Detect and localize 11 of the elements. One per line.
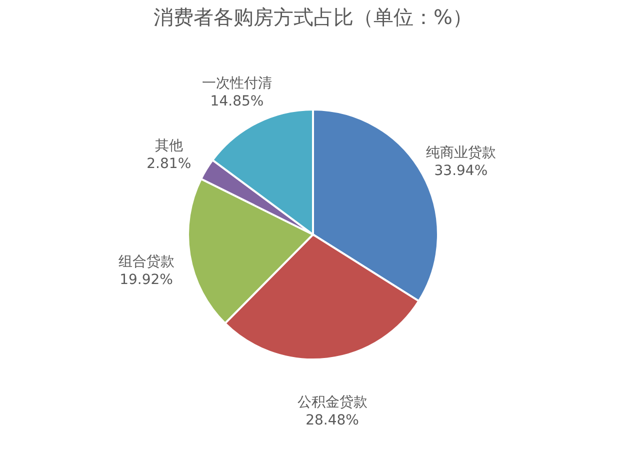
slice-label: 一次性付清 xyxy=(202,76,272,92)
slice-label: 组合贷款 xyxy=(118,254,174,270)
data-label: 2.81% xyxy=(146,156,192,172)
slice-label: 其他 xyxy=(154,138,183,154)
data-label: 28.48% xyxy=(306,412,359,428)
slice-label: 公积金贷款 xyxy=(297,394,368,410)
data-label: 14.85% xyxy=(210,94,264,110)
chart-title: 消费者各购房方式占比（单位：%） xyxy=(153,5,473,29)
slice-label: 纯商业贷款 xyxy=(426,144,496,161)
data-label: 33.94% xyxy=(434,162,488,179)
data-label: 19.92% xyxy=(120,272,173,288)
